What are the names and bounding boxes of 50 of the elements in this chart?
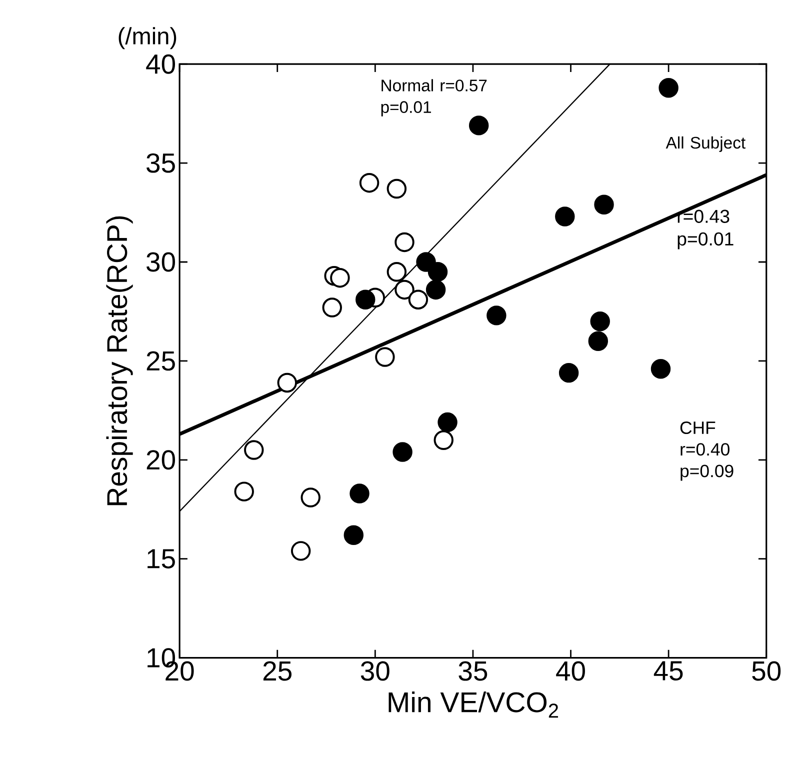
text: (/min) — [118, 27, 176, 50]
point — [468, 116, 489, 136]
point — [375, 347, 395, 367]
x-tick-label: 30 — [360, 661, 390, 681]
point — [658, 78, 678, 98]
point — [234, 482, 254, 502]
point — [386, 262, 407, 282]
point — [300, 488, 320, 508]
y-tick-label: 20 — [146, 450, 176, 470]
point — [244, 440, 264, 460]
y-tick-label: 25 — [146, 351, 175, 371]
point — [594, 194, 614, 214]
point — [394, 280, 414, 300]
x-tick-label: 50 — [752, 661, 781, 681]
point — [438, 412, 458, 432]
y-axis-title: Respiratory Rate(RCP) — [106, 216, 133, 506]
y-tick-label: 15 — [148, 549, 175, 568]
y-tick-label: 35 — [146, 153, 175, 173]
x-tick-label: 25 — [263, 661, 292, 681]
y-tick-label: 40 — [146, 54, 176, 74]
point — [322, 298, 342, 318]
annotation: All Subject — [666, 136, 746, 152]
y-tick-label: 30 — [146, 252, 176, 272]
point — [392, 442, 412, 462]
point — [277, 372, 298, 393]
x-tick-label: 40 — [556, 661, 585, 681]
annotation: r=0.43 p=0.01 — [678, 210, 734, 250]
x-tick-label: 45 — [654, 661, 683, 680]
point — [344, 525, 364, 545]
point — [330, 268, 350, 288]
point — [290, 541, 311, 561]
point — [588, 331, 608, 351]
point — [428, 262, 448, 282]
annotation: CHF r=0.40 p=0.09 — [680, 421, 734, 481]
point — [650, 358, 671, 379]
point — [590, 311, 610, 332]
point — [350, 484, 370, 504]
point — [386, 178, 407, 199]
point — [356, 290, 376, 310]
point — [359, 172, 380, 193]
annotation: Normal r=0.57 p=0.01 — [381, 79, 487, 116]
x-tick-label: 35 — [458, 661, 488, 681]
point — [394, 232, 414, 252]
point — [408, 290, 428, 310]
point — [558, 362, 579, 383]
point — [486, 306, 506, 326]
point — [434, 430, 454, 450]
point — [555, 206, 575, 226]
point — [426, 280, 446, 300]
x-axis-title: Min VE/VCO$_{2}$ — [388, 691, 558, 718]
